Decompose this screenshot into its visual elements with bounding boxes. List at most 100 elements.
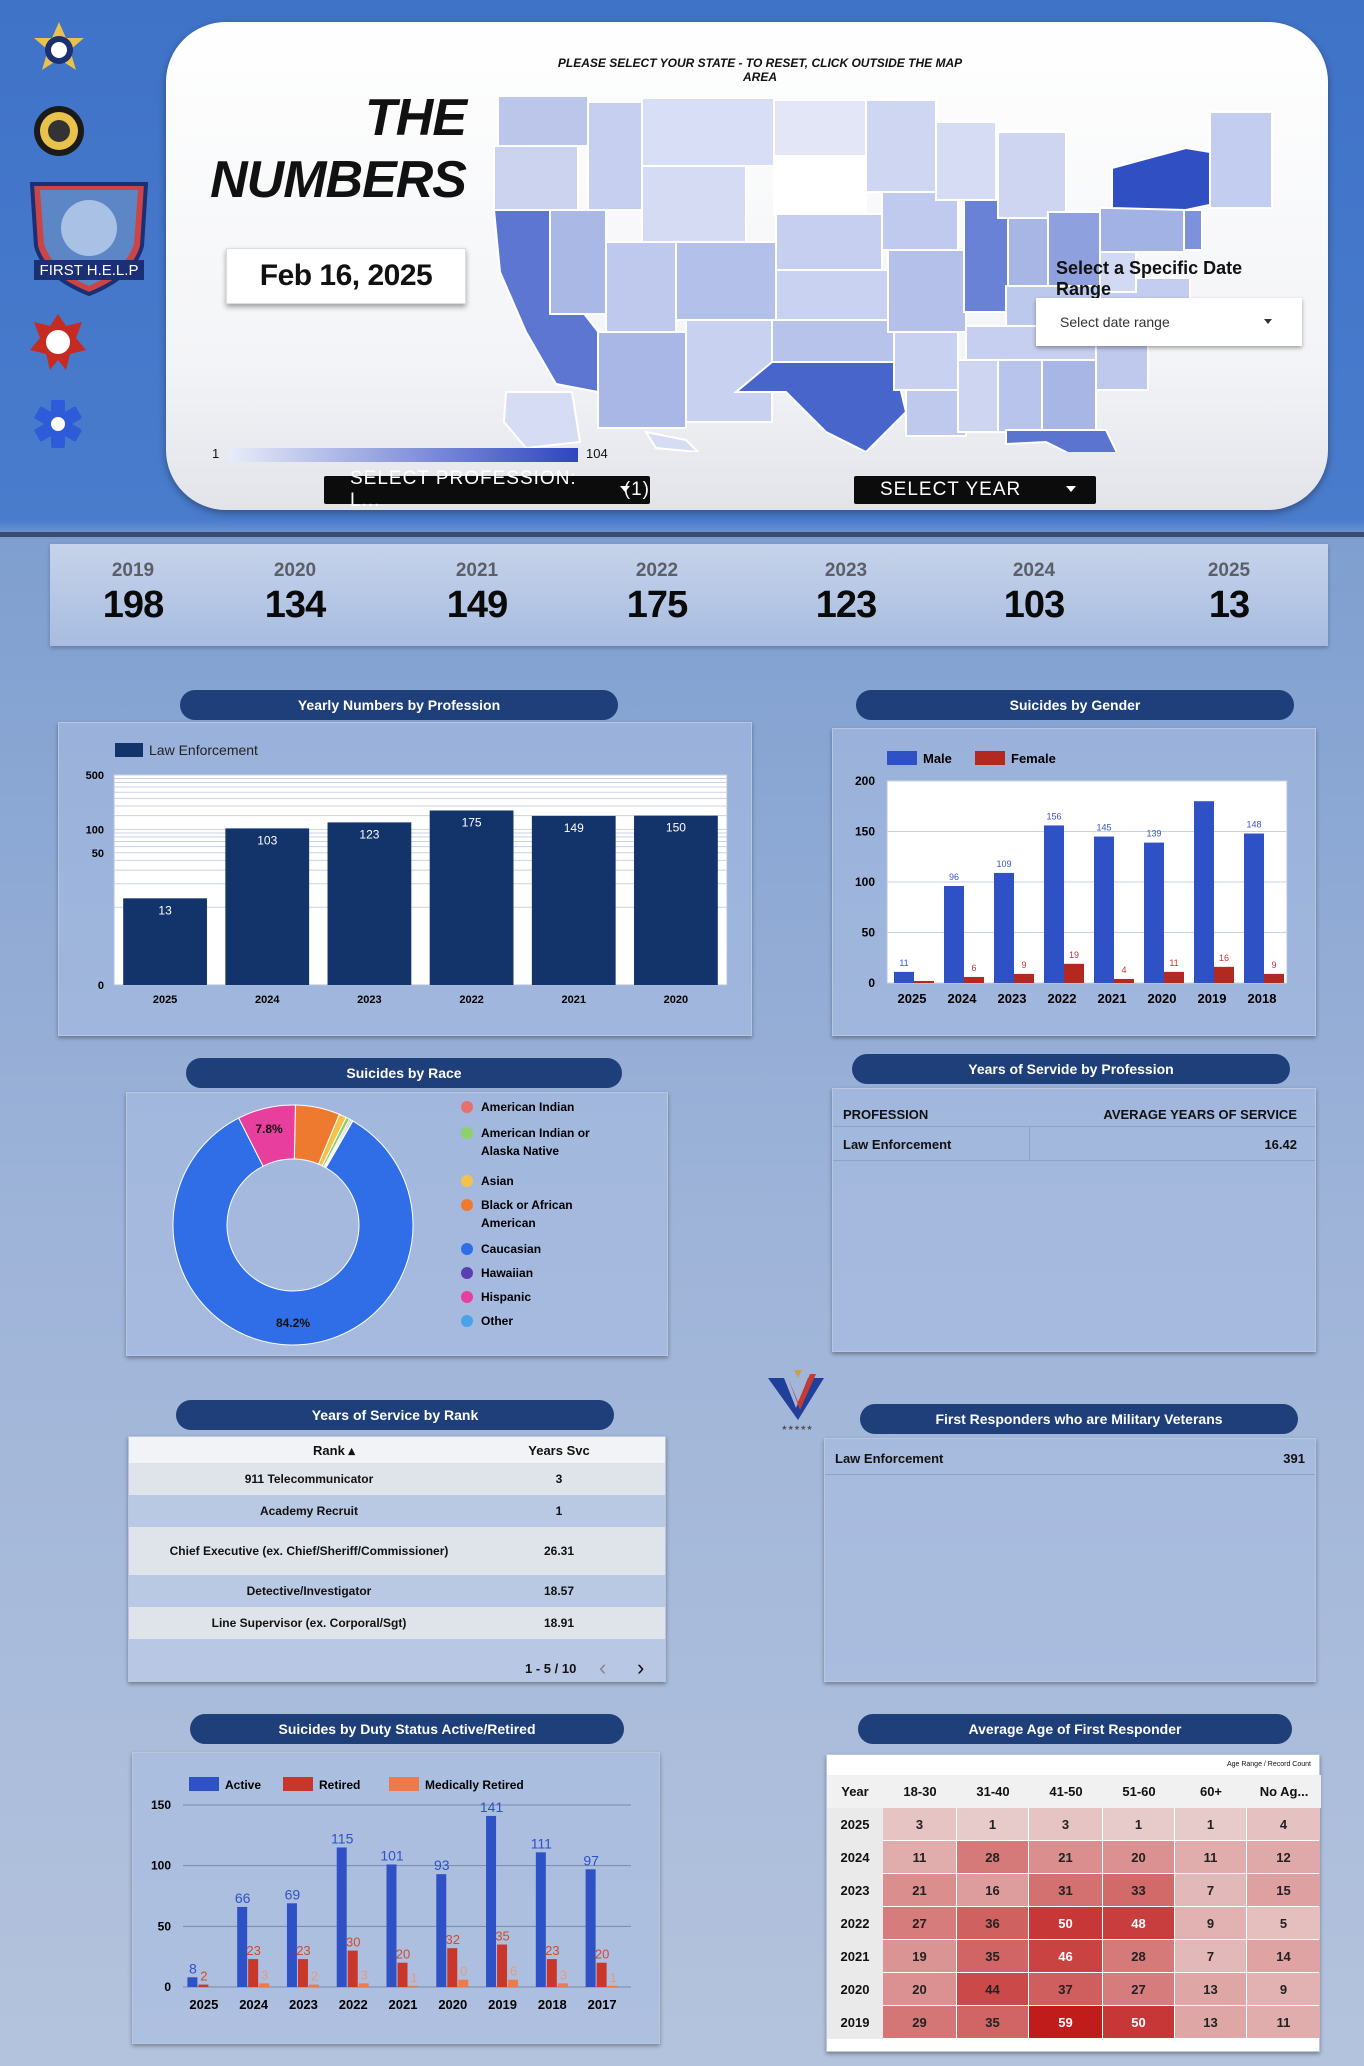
y-tick-label: 0 bbox=[164, 1980, 171, 1994]
bar-value-label: 115 bbox=[331, 1830, 354, 1846]
x-tick-label: 2019 bbox=[488, 1997, 517, 2012]
heatmap-cell: 20 bbox=[1103, 1841, 1174, 1873]
profession-select[interactable]: SELECT PROFESSION: L... (1) bbox=[324, 468, 650, 511]
map-state-hi[interactable] bbox=[643, 430, 700, 452]
legend-label-female: Female bbox=[1011, 751, 1056, 766]
heatmap-year-cell: 2020 bbox=[827, 1973, 883, 2006]
heatmap-row: 2020 20 44 37 27 13 9 bbox=[827, 1973, 1321, 2006]
map-state-az[interactable] bbox=[597, 331, 687, 429]
legend-swatch-female bbox=[975, 751, 1005, 765]
rank-cell: Chief Executive (ex. Chief/Sheriff/Commi… bbox=[169, 1544, 449, 1558]
gender-chart-panel: Male Female 200 150 100 50 0 11 2025 96 6 2024 109 9 2… bbox=[832, 728, 1316, 1036]
profession-select-count: (1) bbox=[623, 479, 650, 500]
bar-male bbox=[894, 971, 914, 983]
bar-female bbox=[1164, 971, 1184, 983]
map-state-la[interactable] bbox=[905, 389, 967, 437]
year-total-value: 149 bbox=[446, 584, 508, 626]
heatmap-cell: 19 bbox=[883, 1940, 956, 1972]
rank-table-header: Rank ▴ Years Svc bbox=[129, 1437, 665, 1463]
section-title-duty: Suicides by Duty Status Active/Retired bbox=[190, 1714, 624, 1744]
bar-value-label: 8 bbox=[189, 1960, 197, 1976]
x-tick-label: 2021 bbox=[1098, 991, 1127, 1006]
rank-cell: 911 Telecommunicator bbox=[244, 1472, 374, 1486]
heatmap-cell: 28 bbox=[957, 1841, 1028, 1873]
rank-pagination: 1 - 5 / 10 bbox=[525, 1661, 577, 1676]
year-total-label: 2022 bbox=[635, 560, 679, 581]
bar bbox=[358, 1983, 369, 1987]
map-state-sc[interactable] bbox=[1095, 343, 1149, 391]
map-state-ut[interactable] bbox=[605, 241, 677, 333]
map-state-mn[interactable] bbox=[865, 99, 937, 193]
year-total-value: 198 bbox=[102, 584, 164, 626]
map-state-nv[interactable] bbox=[549, 209, 607, 315]
heatmap-cell: 36 bbox=[957, 1907, 1028, 1939]
bar-value-label: 6 bbox=[510, 1964, 517, 1979]
heatmap-year-cell: 2019 bbox=[827, 2006, 883, 2039]
rank-cell: Detective/Investigator bbox=[246, 1584, 372, 1598]
map-state-ny[interactable] bbox=[1111, 146, 1216, 212]
heatmap-cell: 33 bbox=[1103, 1874, 1174, 1906]
prev-page-icon[interactable]: ‹ bbox=[599, 1655, 607, 1680]
heatmap-cell: 35 bbox=[957, 1940, 1028, 1972]
map-state-ak[interactable] bbox=[502, 391, 582, 450]
map-state-or[interactable] bbox=[493, 145, 579, 211]
heatmap-row: 2023 21 16 31 33 7 15 bbox=[827, 1874, 1321, 1907]
heatmap-row: 2024 11 28 21 20 11 12 bbox=[827, 1841, 1321, 1874]
map-state-sd[interactable] bbox=[773, 155, 867, 215]
bar-value-label: 101 bbox=[380, 1847, 404, 1863]
slice-label-hispanic: 7.8% bbox=[255, 1122, 283, 1136]
rank-cell: Line Supervisor (ex. Corporal/Sgt) bbox=[211, 1616, 407, 1630]
bar-value-label: 3 bbox=[361, 1967, 368, 1982]
veteran-count-cell: 391 bbox=[1283, 1451, 1305, 1466]
bar-female bbox=[1014, 973, 1034, 983]
map-state-co[interactable] bbox=[675, 241, 777, 321]
col-header-avg-years: AVERAGE YEARS OF SERVICE bbox=[1103, 1107, 1297, 1122]
heatmap-cell: 13 bbox=[1175, 2006, 1246, 2038]
map-state-ms[interactable] bbox=[957, 359, 999, 433]
year-select[interactable]: SELECT YEAR bbox=[854, 476, 1096, 504]
legend-dot bbox=[461, 1199, 473, 1211]
rank-table-panel: Rank ▴ Years Svc 911 Telecommunicator 3 Acad… bbox=[128, 1436, 666, 1682]
bar-value-label: 0 bbox=[460, 1964, 467, 1979]
y-tick-label: 100 bbox=[151, 1859, 171, 1873]
legend-label: Other bbox=[481, 1314, 513, 1328]
map-state-mt[interactable] bbox=[641, 97, 775, 167]
map-state-nm[interactable] bbox=[685, 319, 773, 423]
map-state-wa[interactable] bbox=[497, 95, 589, 147]
map-state-nd[interactable] bbox=[773, 99, 867, 157]
y-tick-label: 50 bbox=[862, 926, 876, 940]
map-state-mi[interactable] bbox=[997, 131, 1067, 219]
map-state-nj[interactable] bbox=[1183, 209, 1203, 251]
x-tick-label: 2018 bbox=[1248, 991, 1277, 1006]
map-state-ne[interactable] bbox=[775, 213, 883, 271]
map-state-wi[interactable] bbox=[935, 121, 997, 201]
map-state-mo[interactable] bbox=[887, 249, 967, 333]
date-range-picker[interactable]: Select date range bbox=[1036, 298, 1302, 346]
year-total-value: 103 bbox=[1003, 584, 1065, 626]
map-state-ar[interactable] bbox=[893, 331, 959, 391]
bar bbox=[347, 1950, 358, 1987]
bar-male bbox=[1244, 833, 1264, 983]
heatmap-cell: 59 bbox=[1029, 2006, 1102, 2038]
stars-text: ★★★★★ bbox=[781, 1424, 812, 1432]
map-state-oh[interactable] bbox=[1047, 211, 1101, 287]
map-state-ia[interactable] bbox=[881, 191, 959, 251]
map-state-ga[interactable] bbox=[1041, 359, 1097, 431]
map-state-fl[interactable] bbox=[1005, 429, 1136, 452]
map-state-ks[interactable] bbox=[775, 269, 889, 321]
us-map[interactable] bbox=[486, 92, 1286, 452]
race-donut-chart: 7.8% 84.2% American Indian American Indian … bbox=[172, 1100, 590, 1346]
x-tick-label: 2020 bbox=[1148, 991, 1177, 1006]
map-state-id[interactable] bbox=[587, 101, 643, 211]
map-state-new-england[interactable] bbox=[1209, 111, 1273, 209]
x-tick-label: 2022 bbox=[459, 994, 483, 1006]
section-title-veterans: First Responders who are Military Vetera… bbox=[860, 1404, 1298, 1434]
map-state-pa[interactable] bbox=[1099, 207, 1185, 253]
map-state-il[interactable] bbox=[963, 199, 1009, 313]
map-state-al[interactable] bbox=[997, 359, 1043, 433]
next-page-icon[interactable]: › bbox=[637, 1655, 645, 1680]
map-state-wy[interactable] bbox=[641, 165, 747, 243]
heatmap-cell: 15 bbox=[1247, 1874, 1320, 1906]
donut-slice bbox=[172, 1117, 414, 1346]
duty-bar-chart: Active Retired Medically Retired 150 100 50 0 8… bbox=[151, 1777, 631, 2012]
